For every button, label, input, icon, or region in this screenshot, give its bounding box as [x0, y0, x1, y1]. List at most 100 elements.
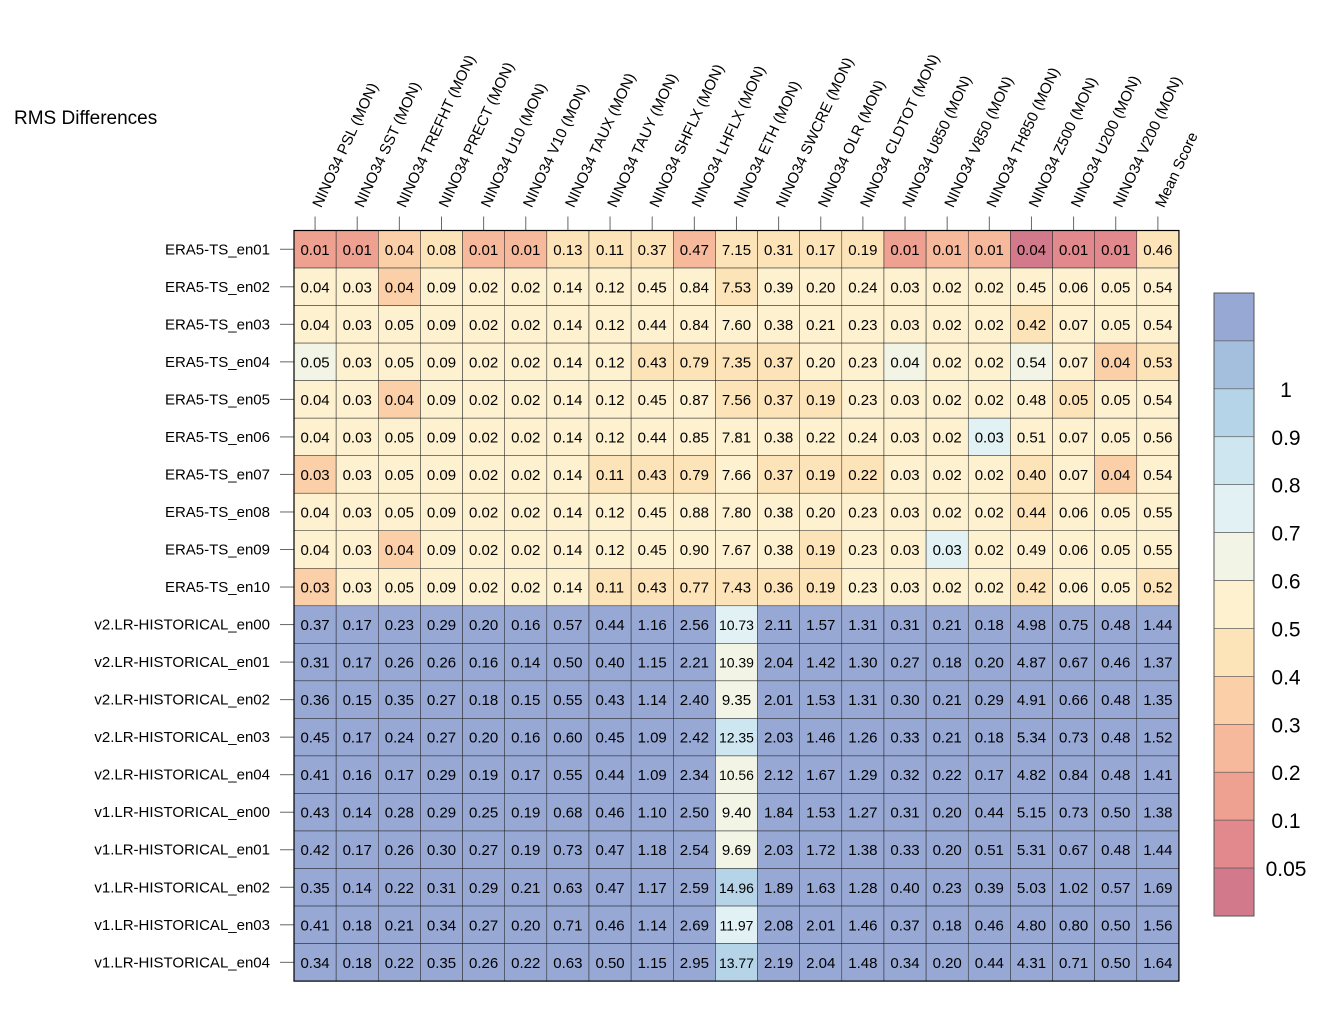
cell-value-label: 0.41: [300, 917, 329, 934]
heatmap-cell: [673, 905, 716, 944]
cell-value-label: 0.85: [680, 429, 709, 446]
cell-value-label: 0.37: [764, 467, 793, 484]
cell-value-label: 0.03: [890, 279, 919, 296]
cell-value-label: 0.17: [385, 767, 414, 784]
cell-value-label: 0.23: [848, 317, 877, 334]
heatmap-cell: [1136, 793, 1180, 832]
cell-value-label: 0.67: [1059, 842, 1088, 859]
cell-value-label: 1.63: [806, 880, 835, 897]
cell-value-label: 0.17: [806, 242, 835, 259]
cell-value-label: 0.47: [680, 242, 709, 259]
heatmap-cell: [841, 643, 885, 682]
heatmap-cell: [1010, 680, 1053, 719]
cell-value-label: 0.03: [300, 580, 329, 597]
cell-value-label: 0.50: [1101, 805, 1130, 822]
cell-value-label: 0.04: [1101, 467, 1130, 484]
cell-value-label: 0.17: [343, 617, 372, 634]
cell-value-label: 2.59: [680, 880, 709, 897]
heatmap-cell: [378, 755, 421, 794]
cell-value-label: 2.11: [765, 617, 793, 634]
cell-value-label: 0.33: [890, 842, 919, 859]
cell-value-label: 1.37: [1143, 655, 1172, 672]
cell-value-label: 0.79: [680, 467, 709, 484]
cell-value-label: 0.11: [596, 467, 624, 484]
heatmap-cell: [673, 830, 716, 869]
row-label: v1.LR-HISTORICAL_en03: [94, 917, 270, 934]
heatmap-cell: [757, 680, 800, 719]
cell-value-label: 0.20: [806, 504, 835, 521]
heatmap-cell: [378, 718, 421, 757]
heatmap-cell: [504, 305, 548, 344]
cell-value-label: 0.12: [595, 542, 624, 559]
cell-value-label: 1.84: [764, 805, 793, 822]
cell-value-label: 0.47: [595, 842, 624, 859]
row-label: v1.LR-HISTORICAL_en01: [94, 842, 270, 859]
heatmap-cell: [1094, 305, 1138, 344]
heatmap-cell: [1052, 492, 1095, 531]
cell-value-label: 0.18: [933, 917, 962, 934]
heatmap-cell: [504, 718, 548, 757]
heatmap-cell: [546, 643, 590, 682]
cell-value-label: 0.77: [680, 580, 709, 597]
cell-value-label: 0.02: [933, 580, 962, 597]
cell-value-label: 0.01: [300, 242, 329, 259]
heatmap-cell: [673, 718, 716, 757]
heatmap-cell: [1136, 605, 1180, 644]
heatmap-cell: [420, 380, 463, 419]
cell-value-label: 0.03: [343, 467, 372, 484]
cell-value-label: 0.02: [975, 279, 1004, 296]
cell-value-label: 2.03: [764, 730, 793, 747]
heatmap-cell: [799, 417, 843, 456]
heatmap-cell: [967, 718, 1011, 757]
heatmap-cell: [883, 793, 927, 832]
cell-value-label: 2.12: [764, 767, 793, 784]
cell-value-label: 0.17: [975, 767, 1004, 784]
heatmap-cell: [1052, 305, 1095, 344]
cell-value-label: 0.48: [1101, 767, 1130, 784]
cell-value-label: 0.19: [848, 242, 877, 259]
cell-value-label: 0.48: [1017, 392, 1046, 409]
colorbar-tick-label: 0.05: [1266, 858, 1307, 881]
cell-value-label: 0.37: [300, 617, 329, 634]
cell-value-label: 0.48: [1101, 692, 1130, 709]
heatmap-cell: [420, 342, 463, 381]
cell-value-label: 0.51: [975, 842, 1004, 859]
cell-value-label: 4.98: [1017, 617, 1046, 634]
cell-value-label: 0.14: [553, 279, 582, 296]
cell-value-label: 0.29: [427, 617, 456, 634]
cell-value-label: 0.46: [975, 917, 1004, 934]
heatmap-cell: [293, 230, 337, 269]
heatmap-cell: [293, 718, 337, 757]
cell-value-label: 0.22: [806, 429, 835, 446]
heatmap-cell: [1052, 943, 1095, 982]
heatmap-border: [293, 229, 1180, 982]
heatmap-cell: [757, 342, 800, 381]
cell-value-label: 0.05: [385, 317, 414, 334]
cell-value-label: 10.73: [719, 617, 754, 633]
heatmap-cell: [420, 943, 463, 982]
cell-value-label: 0.05: [385, 504, 414, 521]
heatmap-cell: [462, 342, 505, 381]
heatmap-cell: [293, 568, 337, 607]
heatmap-cell: [883, 380, 927, 419]
cell-value-label: 5.31: [1017, 842, 1046, 859]
cell-value-label: 0.14: [553, 542, 582, 559]
colorbar-segment: [1213, 340, 1255, 390]
cell-value-label: 0.02: [975, 542, 1004, 559]
cell-value-label: 0.03: [343, 317, 372, 334]
heatmap-cell: [504, 643, 548, 682]
heatmap-cell: [630, 605, 674, 644]
cell-value-label: 0.55: [553, 692, 582, 709]
cell-value-label: 0.11: [596, 580, 624, 597]
heatmap-cell: [841, 943, 885, 982]
heatmap-cell: [504, 905, 548, 944]
cell-value-label: 0.14: [553, 429, 582, 446]
cell-value-label: 0.20: [469, 617, 498, 634]
cell-value-label: 0.09: [427, 504, 456, 521]
heatmap-cell: [757, 943, 800, 982]
cell-value-label: 11.97: [719, 917, 753, 933]
row-label: v2.LR-HISTORICAL_en01: [94, 654, 270, 671]
heatmap-cell: [1010, 905, 1053, 944]
cell-value-label: 1.18: [638, 842, 667, 859]
heatmap-cell: [1136, 868, 1180, 907]
